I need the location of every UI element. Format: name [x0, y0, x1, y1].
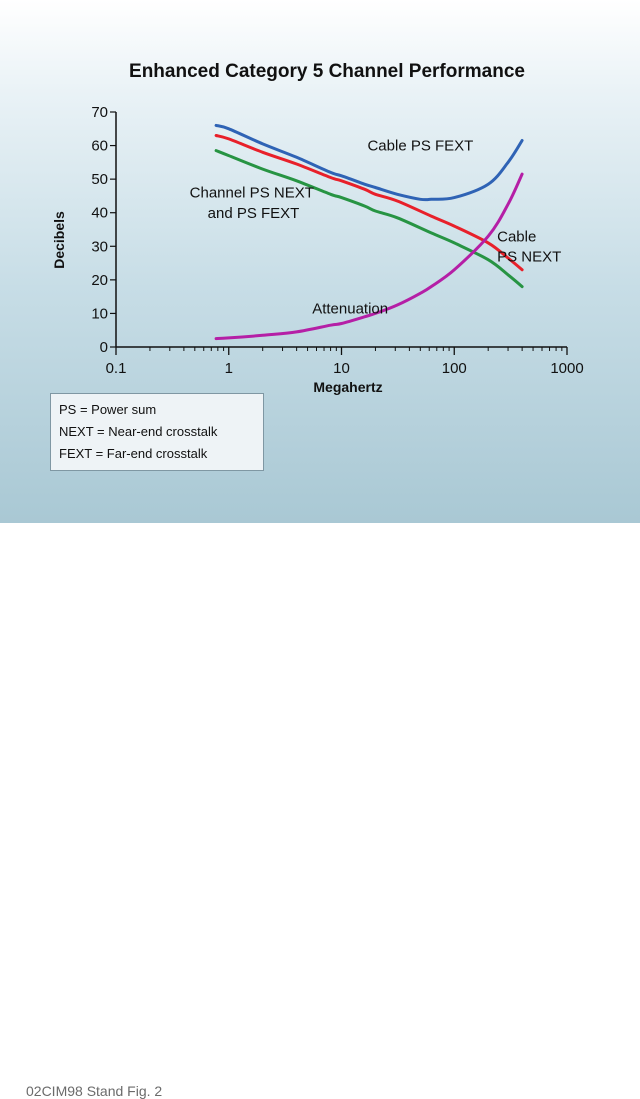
annotation-2: and PS FEXT: [208, 205, 300, 222]
series-line-cable_ps_fext: [214, 123, 524, 202]
annotations: Cable PS FEXT Channel PS NEXT and PS FEXT C…: [190, 138, 562, 318]
chart-title: Enhanced Category 5 Channel Performance: [129, 61, 525, 82]
x-tick-label-10: 10: [333, 360, 350, 377]
series-line-channel_lower: [214, 149, 524, 289]
x-axis-label: Megahertz: [313, 379, 382, 395]
x-tick-label-100: 100: [442, 360, 467, 377]
annotation-3: Cable: [497, 228, 536, 245]
chart-panel: Enhanced Category 5 Channel Performance …: [0, 0, 640, 523]
legend-item-ps: PS = Power sum: [59, 402, 157, 417]
annotation-0: Cable PS FEXT: [367, 138, 473, 155]
y-tick-label-30: 30: [91, 238, 108, 255]
annotation-4: PS NEXT: [497, 248, 561, 265]
footer: 02CIM98 Stand Fig. 2: [0, 523, 640, 1099]
x-tick-label-1: 1: [225, 360, 233, 377]
y-axis-label: Decibels: [51, 211, 67, 269]
y-tick-label-0: 0: [100, 339, 108, 356]
axes: 0 10 20 30 40 50 60 70 0.1 1 10 100 1000: [91, 104, 583, 377]
y-tick-label-10: 10: [91, 305, 108, 322]
legend-box: PS = Power sum NEXT = Near-end crosstalk…: [50, 393, 264, 471]
chart: Enhanced Category 5 Channel Performance …: [51, 61, 584, 395]
series-line-cable_ps_next: [214, 172, 524, 341]
legend-item-next: NEXT = Near-end crosstalk: [59, 424, 218, 439]
annotation-5: Attenuation: [312, 300, 388, 317]
y-tick-label-60: 60: [91, 138, 108, 155]
x-tick-label-0.1: 0.1: [106, 360, 127, 377]
series-line-channel_ps_next_fext: [214, 134, 524, 272]
y-tick-label-70: 70: [91, 104, 108, 121]
y-tick-label-50: 50: [91, 171, 108, 188]
y-tick-label-40: 40: [91, 205, 108, 222]
figure-caption: 02CIM98 Stand Fig. 2: [26, 1083, 163, 1099]
annotation-1: Channel PS NEXT: [190, 185, 314, 202]
x-tick-label-1000: 1000: [550, 360, 583, 377]
legend-item-fext: FEXT = Far-end crosstalk: [59, 446, 208, 461]
series-lines: [214, 123, 524, 341]
y-tick-label-20: 20: [91, 272, 108, 289]
